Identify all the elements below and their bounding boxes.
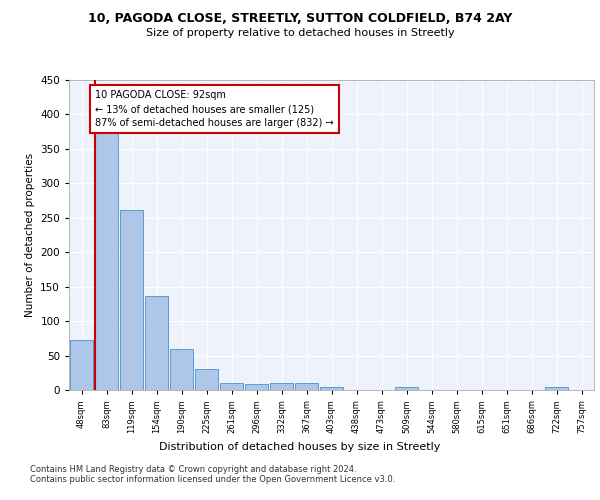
Bar [545,387,568,390]
Bar [195,370,218,390]
Bar [295,383,318,390]
Y-axis label: Number of detached properties: Number of detached properties [25,153,35,317]
Text: Contains public sector information licensed under the Open Government Licence v3: Contains public sector information licen… [30,475,395,484]
Text: Distribution of detached houses by size in Streetly: Distribution of detached houses by size … [160,442,440,452]
Bar [320,386,343,390]
Bar [170,348,193,390]
Bar [145,296,168,390]
Text: Size of property relative to detached houses in Streetly: Size of property relative to detached ho… [146,28,454,38]
Bar [120,210,143,390]
Bar [70,340,93,390]
Text: Contains HM Land Registry data © Crown copyright and database right 2024.: Contains HM Land Registry data © Crown c… [30,465,356,474]
Bar [395,387,418,390]
Bar [270,383,293,390]
Bar [245,384,268,390]
Bar [95,130,118,390]
Text: 10 PAGODA CLOSE: 92sqm
← 13% of detached houses are smaller (125)
87% of semi-de: 10 PAGODA CLOSE: 92sqm ← 13% of detached… [95,90,334,128]
Text: 10, PAGODA CLOSE, STREETLY, SUTTON COLDFIELD, B74 2AY: 10, PAGODA CLOSE, STREETLY, SUTTON COLDF… [88,12,512,26]
Bar [220,383,243,390]
